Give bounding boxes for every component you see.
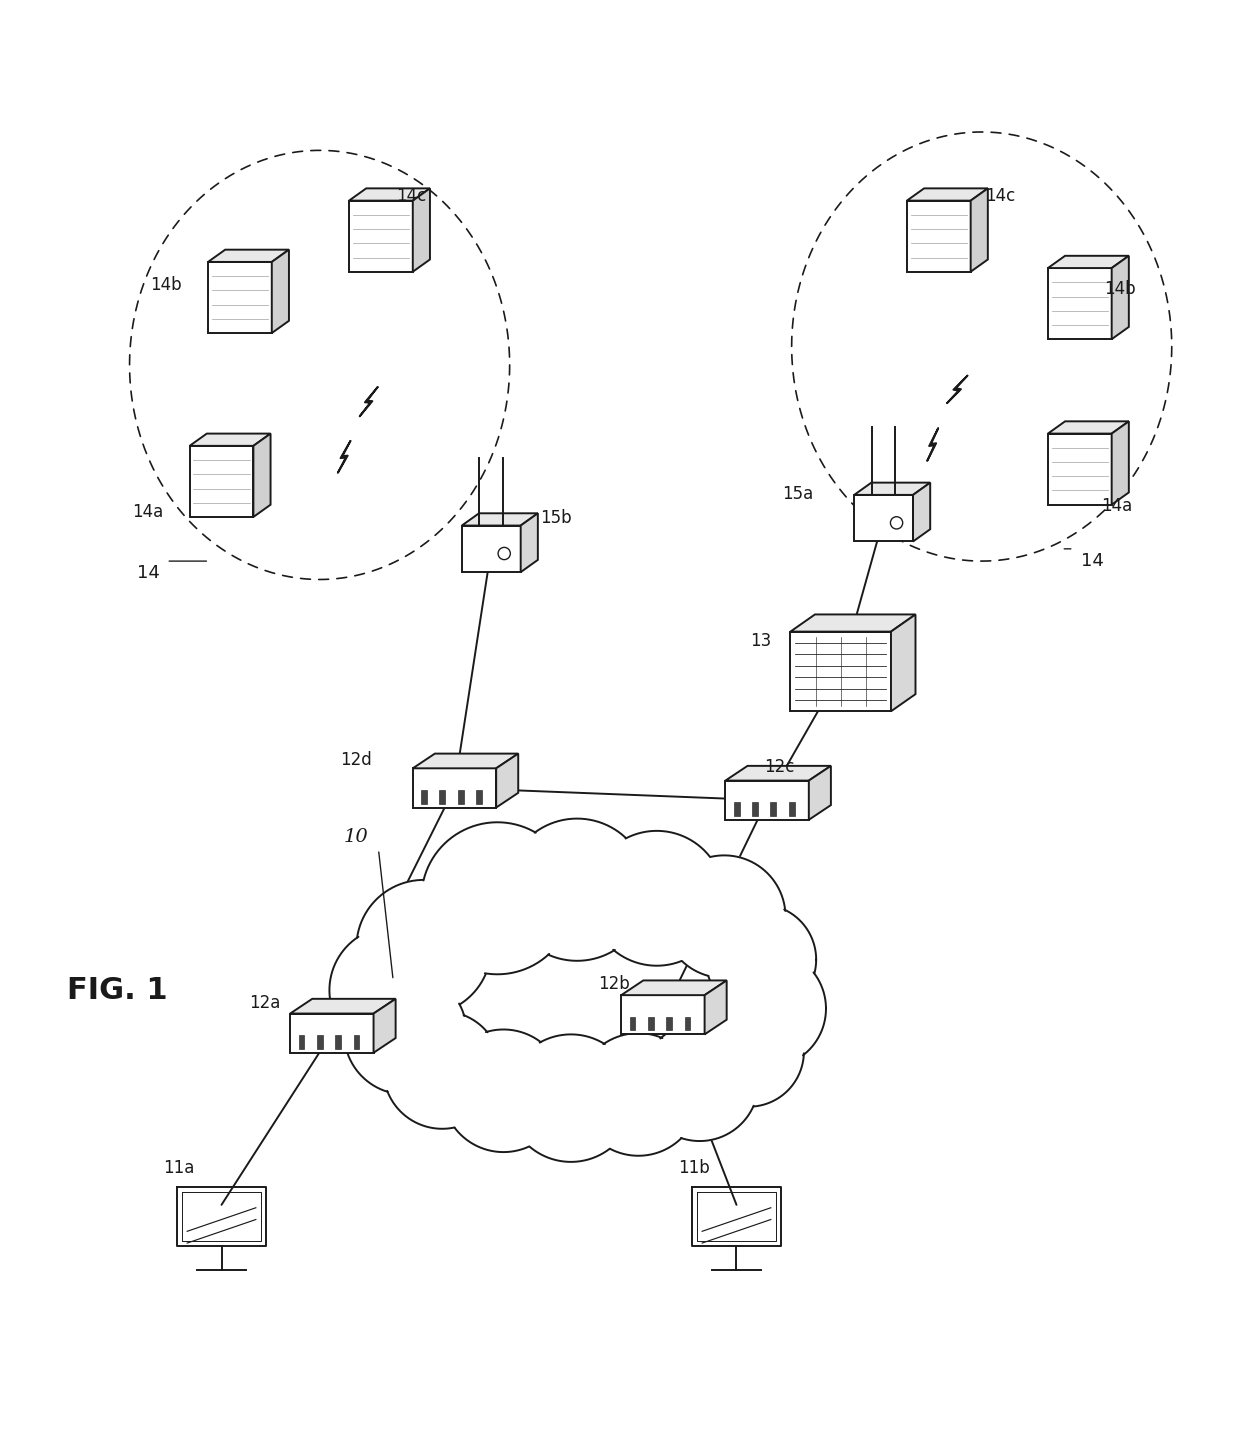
- Circle shape: [345, 971, 466, 1095]
- Text: 14a: 14a: [133, 503, 164, 522]
- Polygon shape: [906, 189, 988, 200]
- Polygon shape: [373, 999, 396, 1053]
- Polygon shape: [496, 754, 518, 807]
- Polygon shape: [461, 526, 521, 572]
- Polygon shape: [854, 494, 913, 542]
- Text: 14: 14: [1080, 552, 1104, 571]
- Polygon shape: [892, 614, 915, 712]
- Polygon shape: [413, 754, 518, 768]
- Polygon shape: [1048, 268, 1112, 339]
- Polygon shape: [1048, 434, 1112, 504]
- Polygon shape: [348, 200, 413, 272]
- Polygon shape: [913, 483, 930, 542]
- Polygon shape: [621, 980, 727, 996]
- Circle shape: [356, 880, 491, 1014]
- Text: 12d: 12d: [341, 751, 372, 768]
- Bar: [630, 1017, 635, 1030]
- Polygon shape: [971, 189, 988, 272]
- Bar: [753, 803, 758, 816]
- Polygon shape: [290, 999, 396, 1013]
- Polygon shape: [1048, 256, 1128, 268]
- Bar: [317, 1035, 322, 1049]
- Circle shape: [589, 831, 724, 965]
- Bar: [458, 790, 464, 804]
- Circle shape: [708, 950, 826, 1068]
- Polygon shape: [1048, 421, 1128, 434]
- Text: 12b: 12b: [598, 976, 630, 993]
- Polygon shape: [190, 445, 253, 517]
- Polygon shape: [253, 434, 270, 517]
- Bar: [476, 790, 482, 804]
- Circle shape: [330, 927, 456, 1053]
- Text: 12a: 12a: [249, 993, 280, 1012]
- Circle shape: [507, 1035, 635, 1161]
- Text: 14c: 14c: [397, 187, 427, 205]
- Polygon shape: [461, 513, 538, 526]
- Text: 14b: 14b: [150, 277, 182, 294]
- Polygon shape: [272, 249, 289, 333]
- Bar: [770, 803, 776, 816]
- Text: 14c: 14c: [985, 187, 1016, 205]
- Bar: [734, 803, 739, 816]
- Text: 12c: 12c: [764, 758, 795, 777]
- Polygon shape: [808, 765, 831, 820]
- Text: 15b: 15b: [541, 509, 572, 527]
- Circle shape: [641, 1023, 759, 1141]
- Circle shape: [577, 1033, 699, 1156]
- Polygon shape: [704, 980, 727, 1035]
- Text: 14b: 14b: [1105, 280, 1136, 298]
- Polygon shape: [790, 614, 915, 631]
- Bar: [299, 1035, 304, 1049]
- Circle shape: [706, 905, 816, 1014]
- Polygon shape: [1112, 421, 1128, 504]
- Polygon shape: [790, 631, 892, 712]
- Circle shape: [422, 823, 573, 974]
- Circle shape: [693, 996, 804, 1107]
- Bar: [335, 1035, 341, 1049]
- Polygon shape: [906, 200, 971, 272]
- Text: 14: 14: [136, 565, 160, 582]
- Circle shape: [383, 1012, 501, 1128]
- Polygon shape: [621, 996, 704, 1035]
- Polygon shape: [854, 483, 930, 494]
- Polygon shape: [348, 189, 430, 200]
- Circle shape: [506, 818, 649, 961]
- Text: 11b: 11b: [678, 1159, 709, 1177]
- Bar: [789, 803, 795, 816]
- Text: 14a: 14a: [1101, 497, 1132, 514]
- Bar: [666, 1017, 672, 1030]
- Text: 11a: 11a: [162, 1159, 195, 1177]
- Text: 13: 13: [750, 631, 771, 650]
- Bar: [649, 1017, 653, 1030]
- Polygon shape: [521, 513, 538, 572]
- Circle shape: [443, 1029, 565, 1153]
- Polygon shape: [413, 768, 496, 807]
- Polygon shape: [725, 781, 808, 820]
- Polygon shape: [413, 189, 430, 272]
- Circle shape: [663, 856, 785, 978]
- Bar: [684, 1017, 691, 1030]
- Polygon shape: [725, 765, 831, 781]
- Bar: [353, 1035, 360, 1049]
- Text: 15a: 15a: [782, 484, 813, 503]
- Text: 10: 10: [343, 829, 368, 846]
- Polygon shape: [1112, 256, 1128, 339]
- Polygon shape: [190, 434, 270, 445]
- Bar: [439, 790, 445, 804]
- Polygon shape: [208, 262, 272, 333]
- Bar: [422, 790, 427, 804]
- Text: FIG. 1: FIG. 1: [67, 976, 167, 1004]
- Polygon shape: [290, 1013, 373, 1053]
- Polygon shape: [208, 249, 289, 262]
